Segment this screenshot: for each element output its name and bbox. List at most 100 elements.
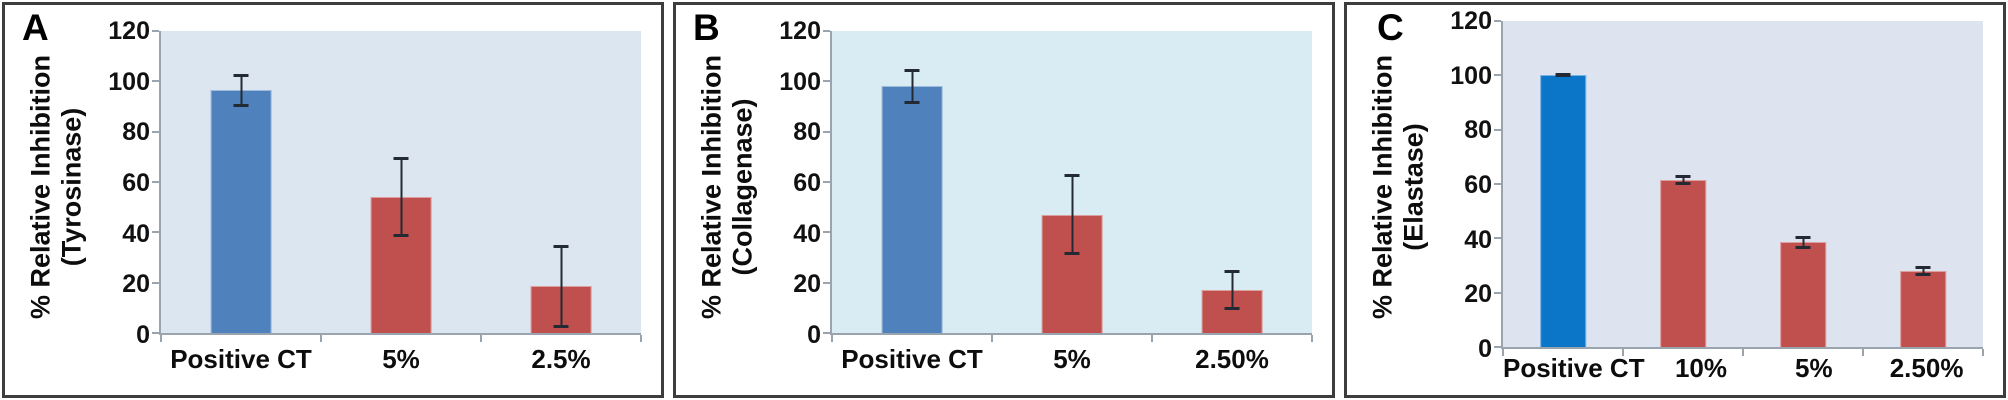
y-axis-title-line2: (Elastase): [1398, 123, 1428, 251]
y-axis-title-line2: (Collagenase): [727, 98, 757, 276]
y-axis-tick-mark: [152, 80, 159, 83]
panel-letter: A: [22, 7, 50, 48]
y-axis-tick-label: 100: [108, 67, 150, 96]
error-bar-line: [560, 244, 562, 328]
y-axis-tick-label: 80: [1464, 116, 1492, 145]
y-axis-title-line2: (Tyrosinase): [56, 107, 86, 267]
bar: [1780, 242, 1826, 347]
error-bar: [1795, 235, 1811, 250]
y-axis-title: % Relative Inhibition (Collagenase): [697, 55, 758, 319]
y-axis-tick-mark: [1494, 20, 1501, 22]
y-axis-tick-label: 80: [122, 118, 150, 147]
y-axis-tick-mark: [823, 30, 830, 32]
error-bar: [1224, 270, 1240, 311]
error-bar-cap: [393, 156, 409, 160]
x-axis-tick-mark: [1150, 335, 1153, 342]
error-bar-cap: [1224, 270, 1240, 274]
error-bar-cap: [1915, 273, 1931, 277]
error-bar-cap: [233, 103, 249, 107]
y-axis-tick-label: 20: [122, 270, 150, 299]
category-slot: [992, 31, 1152, 333]
y-axis-tick-label: 120: [108, 17, 150, 45]
y-axis-tick-mark: [823, 80, 830, 83]
y-axis-tick-mark: [823, 281, 830, 284]
category-slot: [1863, 21, 1983, 347]
y-axis-tick-label: 60: [1464, 171, 1492, 199]
category-slot: [1152, 31, 1312, 333]
y-axis-tick-mark: [823, 332, 830, 334]
y-axis-tick-label: 40: [1464, 225, 1492, 254]
x-axis-tick-mark: [1862, 349, 1864, 356]
x-axis-category-label: 10%: [1674, 353, 1728, 383]
x-axis-tick-mark: [1742, 349, 1744, 356]
category-slot: [161, 31, 321, 333]
x-axis-labels: Positive CT 5% 2.5%: [161, 344, 641, 375]
y-axis-tick-label: 20: [793, 270, 821, 299]
error-bar-line: [911, 68, 913, 104]
error-bar-cap: [1555, 74, 1571, 78]
error-bar: [1675, 174, 1691, 186]
error-bar-cap: [1675, 174, 1691, 178]
y-axis-tick-label: 60: [122, 169, 150, 197]
x-axis-category-label: 5%: [1053, 344, 1091, 374]
y-axis-title-line1: % Relative Inhibition: [25, 54, 56, 320]
plot-area: [152, 30, 642, 342]
error-bar: [1555, 73, 1571, 78]
y-axis-tick-mark: [152, 130, 159, 133]
x-axis-labels: Positive CT 10% 5% 2.50%: [1503, 353, 1983, 384]
y-axis-tick-label: 20: [1464, 280, 1492, 309]
y-axis-title: % Relative Inhibition (Elastase): [1368, 55, 1429, 319]
y-axis-tick-label: 0: [807, 321, 821, 349]
y-axis-title-line1: % Relative Inhibition: [696, 54, 727, 320]
x-axis-tick-mark: [1982, 349, 1984, 356]
y-axis-tick-mark: [1494, 346, 1501, 348]
plot-area: [1494, 20, 1984, 356]
error-bar-cap: [1795, 246, 1811, 250]
x-axis-category-label: 5%: [382, 344, 420, 374]
error-bar-line: [400, 156, 402, 238]
y-axis-tick-label: 0: [136, 321, 150, 349]
panel-letter: C: [1377, 7, 1405, 48]
y-axis-tick-label: 100: [779, 67, 821, 96]
category-slot: [1503, 21, 1623, 347]
panel-a-tyrosinase-chart: A % Relative Inhibition (Tyrosinase) 120…: [2, 2, 664, 398]
panel-c-elastase-chart: C % Relative Inhibition (Elastase) 120 10…: [1344, 2, 2006, 398]
y-axis-tick-label: 80: [793, 118, 821, 147]
bar: [1660, 179, 1706, 347]
y-axis-tick-mark: [152, 231, 159, 234]
error-bar-line: [1922, 265, 1924, 277]
y-axis-tick-label: 40: [122, 219, 150, 248]
x-axis-tick-mark: [640, 335, 642, 342]
x-axis-tick-mark: [990, 335, 993, 342]
error-bar-cap: [1675, 182, 1691, 186]
y-axis-tick-mark: [1494, 291, 1501, 294]
error-bar: [1915, 265, 1931, 277]
error-bar-cap: [1064, 251, 1080, 255]
category-slot: [832, 31, 992, 333]
x-axis-tick-mark: [319, 335, 322, 342]
x-axis-tick-mark: [1622, 349, 1624, 356]
bar: [210, 90, 272, 333]
error-bar-cap: [1224, 307, 1240, 311]
x-axis-category-label: 2.5%: [531, 344, 591, 374]
y-axis-tick-mark: [152, 181, 159, 183]
x-axis-category-label: 2.50%: [1889, 353, 1964, 383]
error-bar-line: [240, 73, 242, 107]
error-bar-line: [1071, 174, 1073, 255]
chart-area: 120 100 80 60 40 20 0 Positive CT 5% 2.50%: [778, 5, 1332, 395]
error-bar: [393, 156, 409, 238]
y-axis-tick-label: 60: [793, 169, 821, 197]
error-bar-cap: [1915, 265, 1931, 269]
plot-area: [823, 30, 1313, 342]
y-axis-tick-labels: 120 100 80 60 40 20 0: [107, 17, 159, 349]
x-axis-tick-mark: [479, 335, 482, 342]
y-axis-tick-labels: 120 100 80 60 40 20 0: [778, 17, 830, 349]
x-axis-category-label: Positive CT: [1503, 353, 1645, 383]
y-axis-tick-label: 120: [1450, 7, 1492, 35]
x-axis-tick-mark: [160, 335, 162, 342]
y-axis-tick-label: 40: [793, 219, 821, 248]
category-slot: [1623, 21, 1743, 347]
y-axis-tick-mark: [823, 130, 830, 133]
y-axis-tick-mark: [1494, 183, 1501, 185]
